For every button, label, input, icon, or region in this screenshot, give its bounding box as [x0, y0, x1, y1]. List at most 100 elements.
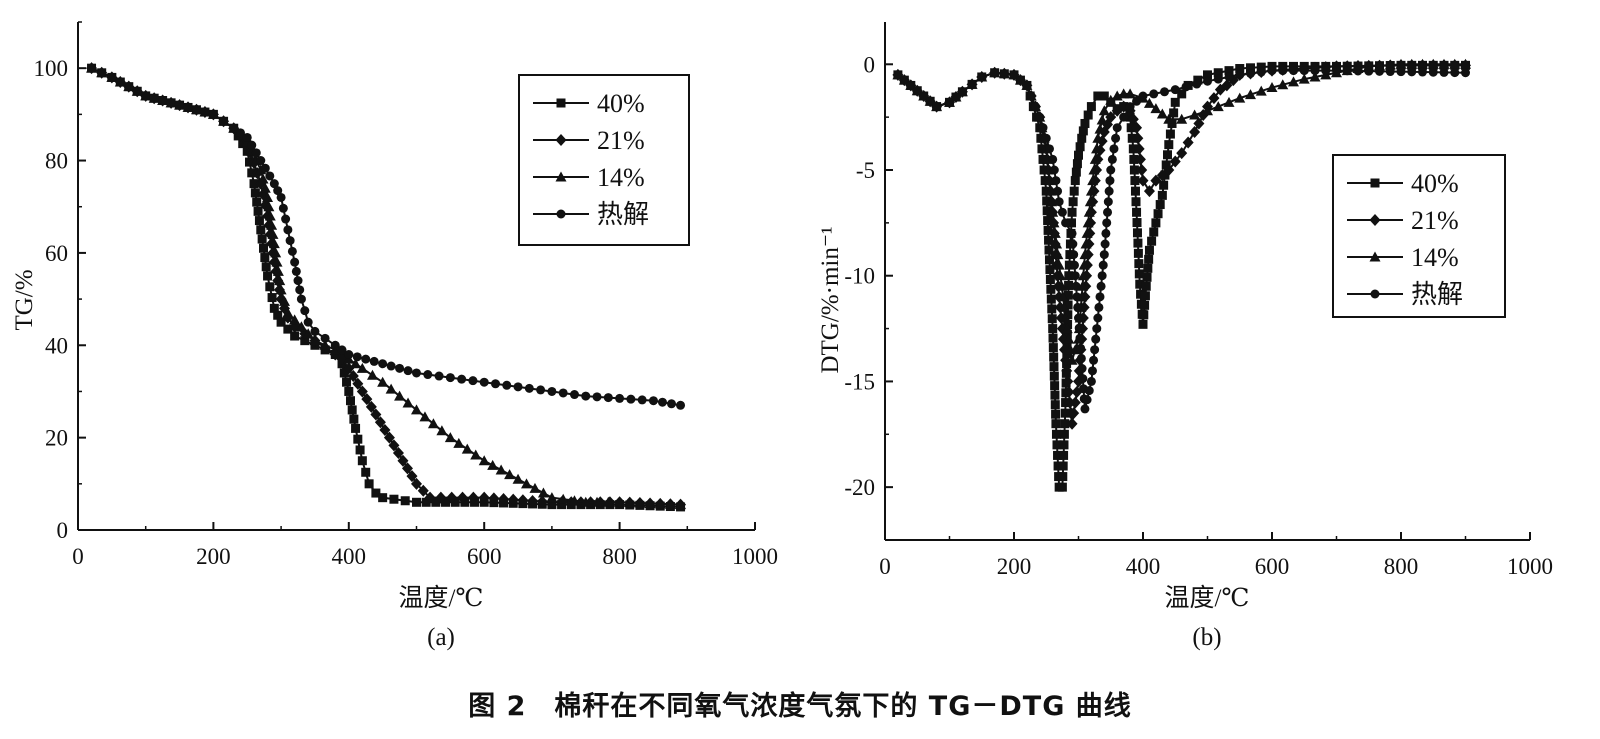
data-point [1375, 66, 1384, 76]
data-point [478, 455, 490, 466]
data-point [1136, 289, 1146, 299]
data-point [1063, 290, 1073, 300]
data-point [270, 247, 282, 258]
data-point [1221, 79, 1233, 92]
data-point [1133, 248, 1143, 258]
data-point [400, 496, 410, 506]
data-point [395, 363, 405, 373]
data-point [1073, 302, 1083, 312]
data-point [1139, 310, 1149, 320]
data-point [394, 390, 406, 401]
data-point [265, 282, 275, 292]
data-point [1045, 185, 1057, 196]
data-point [1049, 227, 1061, 238]
data-point [1083, 110, 1093, 120]
data-point [1064, 280, 1074, 290]
data-point [366, 369, 378, 380]
data-point [1134, 259, 1144, 269]
data-point [347, 370, 359, 383]
data-point [1050, 390, 1060, 400]
data-point [356, 385, 368, 398]
x-tick-label: 0 [879, 554, 891, 579]
data-point [229, 123, 239, 133]
data-point [1077, 364, 1087, 374]
legend-label: 40% [1411, 169, 1459, 198]
data-point [309, 335, 321, 346]
data-point [1042, 196, 1052, 206]
data-point [615, 393, 625, 403]
legend-label: 14% [597, 163, 645, 192]
data-point [361, 393, 373, 406]
data-point [1077, 270, 1089, 281]
data-point [654, 498, 666, 509]
data-point [1063, 333, 1075, 344]
data-point [1439, 67, 1449, 77]
data-point [1149, 227, 1159, 237]
data-point [290, 257, 300, 267]
data-point [1075, 333, 1085, 343]
data-point [397, 454, 409, 467]
data-point [1224, 72, 1234, 82]
data-point [431, 497, 441, 507]
data-point [419, 411, 431, 422]
data-point [1044, 235, 1054, 245]
data-point [378, 359, 388, 369]
data-point [266, 219, 278, 230]
data-point [1142, 272, 1152, 282]
data-point [1342, 66, 1352, 76]
data-point [1177, 89, 1187, 99]
data-point [265, 171, 275, 181]
data-point [261, 262, 271, 272]
data-point [283, 225, 293, 235]
data-point [278, 203, 288, 213]
data-point [1193, 117, 1205, 130]
data-point [957, 87, 967, 97]
data-point [1109, 144, 1119, 154]
data-point [264, 210, 276, 221]
data-point [1063, 386, 1075, 398]
data-point [1050, 400, 1060, 410]
data-point [912, 86, 922, 96]
data-point [1131, 121, 1143, 134]
data-point [470, 449, 482, 460]
data-point [517, 494, 529, 507]
data-point [1203, 70, 1212, 80]
data-point [1288, 76, 1299, 87]
data-point [1396, 67, 1406, 77]
data-point [1069, 396, 1081, 409]
data-point [436, 425, 448, 436]
data-point [1138, 319, 1148, 329]
data-point [1103, 207, 1113, 217]
data-point [291, 266, 301, 276]
data-point [1044, 245, 1054, 255]
data-point [361, 354, 371, 364]
data-point [1048, 217, 1060, 228]
data-point [260, 163, 270, 173]
data-point [1048, 154, 1058, 164]
data-point [1182, 136, 1194, 149]
data-point [1132, 96, 1142, 106]
data-point [249, 179, 259, 189]
data-point [1051, 429, 1061, 439]
data-point [1094, 123, 1106, 134]
data-point [1112, 123, 1122, 133]
data-point [450, 497, 460, 507]
data-point [345, 396, 355, 406]
data-point [276, 192, 286, 202]
data-point [1043, 216, 1053, 226]
data-point [490, 379, 500, 389]
data-point [423, 370, 433, 380]
data-point [1395, 58, 1407, 69]
data-point [667, 399, 677, 409]
data-point [1418, 67, 1427, 77]
data-point [1076, 353, 1086, 363]
x-tick-label: 400 [332, 544, 367, 569]
data-point [1068, 197, 1078, 207]
legend-label: 热解 [1411, 280, 1463, 309]
data-point [1059, 440, 1069, 450]
tg-series-group [86, 62, 687, 512]
data-point [1022, 80, 1032, 90]
data-point [1096, 114, 1108, 125]
data-point [344, 386, 354, 396]
data-point [364, 479, 374, 489]
